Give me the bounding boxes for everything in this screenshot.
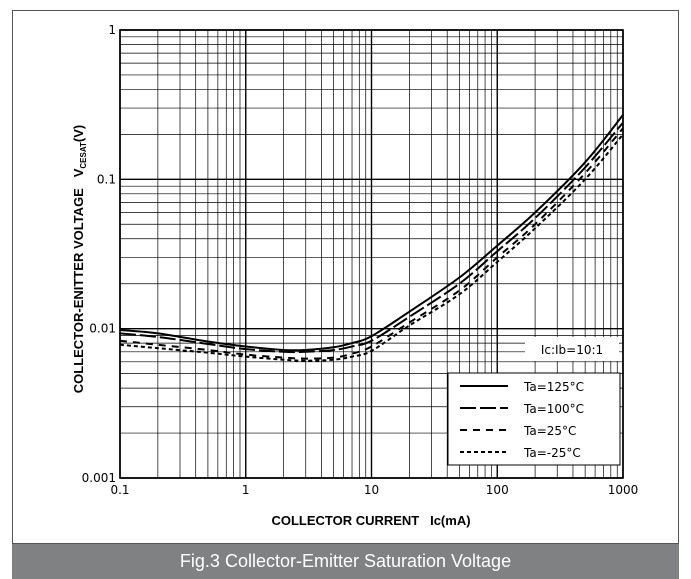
x-axis-title: COLLECTOR CURRENT Ic(mA) [271, 513, 470, 528]
x-tick-label: 1 [242, 483, 250, 497]
y-tick-label: 0.001 [82, 471, 116, 485]
x-tick-label: 0.1 [110, 483, 129, 497]
x-tick-label: 1000 [608, 483, 639, 497]
x-tick-label: 100 [486, 483, 509, 497]
y-axis-title-unit: (V) [71, 125, 86, 142]
annotation-text: Ic:Ib=10:1 [541, 343, 603, 357]
series-line-1 [119, 121, 624, 354]
series-line-0 [119, 114, 624, 352]
chart-frame: 0.1 1 10 100 1000 0.001 0.01 0.1 1 Ic:Ib=10:1 Ta… [12, 10, 679, 544]
y-tick-label: 0.01 [89, 322, 116, 336]
legend-label-minus25: Ta=-25°C [523, 446, 581, 460]
tick-labels: 0.1 1 10 100 1000 0.001 0.01 0.1 1 [82, 23, 639, 497]
y-axis-title-main: COLLECTOR-ENITTER VOLTAGE V [71, 168, 86, 393]
y-axis-title: COLLECTOR-ENITTER VOLTAGE VCESAT(V) [71, 125, 88, 394]
legend-label-100: Ta=100°C [523, 402, 584, 416]
figure-caption: Fig.3 Collector-Emitter Saturation Volta… [12, 544, 679, 579]
annotation-box [525, 337, 619, 361]
legend-box [447, 372, 621, 466]
y-tick-label: 1 [108, 23, 116, 37]
series-lines [119, 114, 624, 362]
series-line-2 [119, 127, 624, 360]
legend: Ta=125°C Ta=100°C Ta=25°C Ta=-25°C [447, 372, 621, 466]
series-line-3 [119, 133, 624, 362]
x-tick-label: 10 [364, 483, 379, 497]
legend-label-25: Ta=25°C [523, 424, 576, 438]
y-tick-label: 0.1 [97, 172, 116, 186]
legend-label-125: Ta=125°C [523, 380, 584, 394]
y-axis-title-sub: CESAT [79, 142, 88, 169]
plot-border [119, 29, 624, 479]
chart-svg: 0.1 1 10 100 1000 0.001 0.01 0.1 1 Ic:Ib=10:1 Ta… [71, 23, 639, 528]
